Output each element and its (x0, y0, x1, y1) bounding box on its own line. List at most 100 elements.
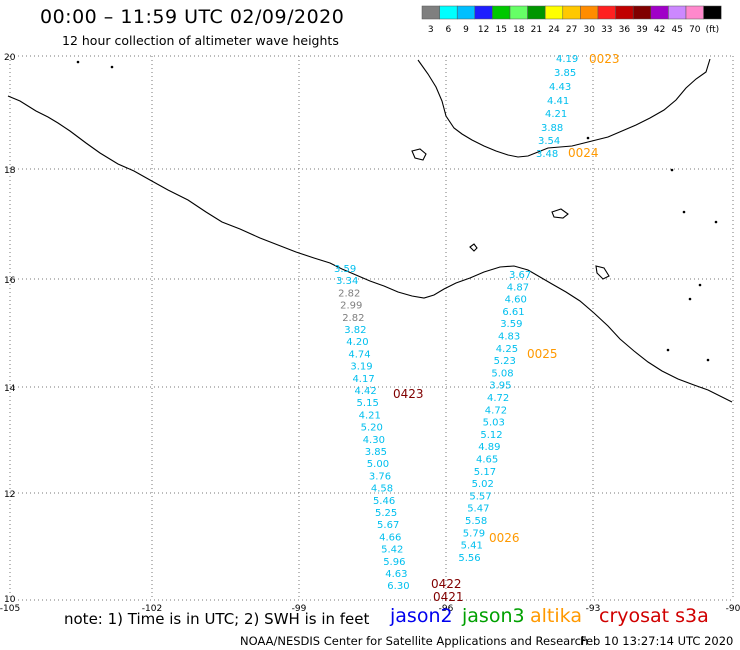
swh-value: 5.20 (361, 423, 383, 434)
pass-time-label: 0423 (393, 387, 424, 401)
swh-value: 4.74 (348, 349, 370, 360)
legend-tick-label: 45 (671, 25, 682, 35)
island (595, 265, 610, 280)
pass-time-label: 0421 (433, 590, 464, 604)
swh-value: 4.60 (505, 295, 527, 306)
swh-value: 3.19 (350, 362, 372, 373)
swh-value: 4.42 (355, 386, 377, 397)
swh-value: 5.79 (463, 528, 485, 539)
swh-value: 4.43 (549, 82, 571, 93)
pass-time-label: 0024 (568, 146, 599, 160)
coastline (7, 58, 733, 403)
swh-value: 4.72 (487, 393, 509, 404)
legend-tick-label: 27 (566, 25, 577, 35)
legend-tick-label: 21 (531, 25, 542, 35)
legend-cryosat: cryosat s3a (599, 605, 709, 627)
generated-time: Feb 10 13:27:14 UTC 2020 (580, 634, 734, 648)
longitude-label: -90 (726, 604, 740, 614)
map-subtitle: 12 hour collection of altimeter wave hei… (62, 33, 339, 48)
swh-value: 5.03 (483, 418, 505, 429)
swh-value: 5.57 (469, 491, 491, 502)
legend-tick-label: 70 (689, 25, 701, 35)
swh-value: 2.82 (338, 288, 360, 299)
legend-tick-label: 30 (583, 25, 595, 35)
credit-line: NOAA/NESDIS Center for Satellite Applica… (240, 634, 589, 648)
swh-value: 2.82 (342, 313, 364, 324)
swh-value: 5.96 (383, 557, 405, 568)
small-island (666, 348, 670, 352)
swh-value: 4.72 (485, 405, 507, 416)
swh-value: 5.08 (491, 368, 513, 379)
pass-time-label: 0023 (589, 52, 620, 66)
swh-value: 4.66 (379, 532, 401, 543)
pass-time-label: 0026 (489, 531, 520, 545)
legend-tick-label: 9 (463, 25, 469, 35)
swh-value: 3.34 (336, 276, 358, 287)
legend-tick-label: 36 (619, 25, 631, 35)
swh-value: 3.54 (538, 136, 560, 147)
swh-value: 5.23 (494, 356, 516, 367)
legend-jason3: jason3 (462, 605, 525, 627)
swh-value: 3.88 (541, 123, 563, 134)
swh-value: 5.41 (461, 541, 483, 552)
legend-tick-label: 33 (601, 25, 612, 35)
swh-value: 3.76 (369, 471, 391, 482)
swh-value: 3.59 (334, 264, 356, 275)
swh-value: 5.56 (458, 553, 480, 564)
swh-value: 5.00 (367, 459, 389, 470)
small-island (714, 220, 718, 224)
swh-value: 3.82 (344, 325, 366, 336)
pass-time-label: 0422 (431, 577, 462, 591)
latitude-label: 20 (4, 53, 16, 63)
footer-note: note: 1) Time is in UTC; 2) SWH is in fe… (64, 610, 370, 628)
swh-value: 4.58 (371, 484, 393, 495)
swh-value: 4.89 (478, 442, 500, 453)
legend-tick-label: 24 (548, 25, 560, 35)
swh-value: 4.87 (507, 282, 529, 293)
swh-value: 4.83 (498, 332, 520, 343)
legend-altika: altika (530, 605, 582, 627)
latitude-label: 12 (4, 490, 15, 500)
swh-value: 5.58 (465, 516, 487, 527)
legend-tick-label: 15 (495, 25, 506, 35)
swh-value: 6.30 (387, 581, 409, 592)
legend-tick-label: 6 (446, 25, 452, 35)
legend-tick-label: 42 (654, 25, 665, 35)
swh-value: 4.21 (545, 109, 567, 120)
pass-time-label: 0025 (527, 347, 558, 361)
latitude-label: 10 (4, 595, 16, 605)
small-island (682, 210, 686, 214)
swh-value: 5.12 (480, 430, 502, 441)
legend-tick-label: 12 (478, 25, 489, 35)
map-title: 00:00 – 11:59 UTC 02/09/2020 (40, 6, 345, 28)
latitude-label: 18 (4, 166, 16, 176)
island (551, 208, 569, 219)
swh-value: 3.67 (509, 270, 531, 281)
axis-labels: -105 -102 -99 -96 -93 -90 20 18 16 14 12 10 (0, 53, 740, 614)
swh-value: 4.63 (385, 569, 407, 580)
longitude-label: -99 (292, 604, 307, 614)
small-island (586, 136, 590, 140)
latitude-label: 14 (4, 384, 16, 394)
island (411, 148, 427, 161)
swh-value: 3.85 (554, 68, 576, 79)
swh-value: 3.95 (489, 381, 511, 392)
swh-value: 2.99 (340, 301, 362, 312)
track-labels: 4.19 3.85 4.43 4.41 4.21 3.88 3.54 3.48 0023 0024… (334, 52, 620, 604)
longitude-label: -93 (586, 604, 601, 614)
small-island (110, 65, 114, 69)
legend-swatch (703, 5, 722, 20)
swh-value: 5.46 (373, 496, 395, 507)
swh-value: 4.65 (476, 455, 498, 466)
small-island (688, 297, 692, 301)
coastline-gulf (417, 58, 711, 158)
small-island (706, 358, 710, 362)
swh-value: 3.48 (536, 149, 558, 160)
swh-value: 5.25 (375, 508, 397, 519)
island (469, 243, 478, 252)
swh-value: 4.20 (346, 337, 368, 348)
small-island (670, 168, 674, 172)
swh-value: 6.61 (502, 307, 524, 318)
longitude-label: -105 (0, 604, 20, 614)
